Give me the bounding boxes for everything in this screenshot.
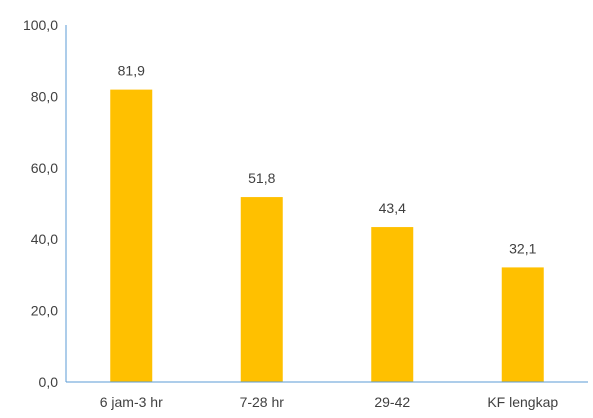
data-labels: 81,9 51,8 43,4 32,1	[118, 63, 537, 257]
y-tick-label: 0,0	[39, 374, 59, 390]
bar	[501, 267, 544, 382]
x-axis: 6 jam-3 hr 7-28 hr 29-42 KF lengkap	[66, 381, 588, 410]
y-tick-label: 60,0	[31, 160, 58, 176]
x-tick-label: 29-42	[374, 394, 410, 410]
y-tick-label: 80,0	[31, 88, 58, 104]
data-label: 43,4	[379, 200, 406, 216]
y-axis: 0,0 20,0 40,0 60,0 80,0 100,0	[23, 17, 67, 390]
bar	[110, 89, 153, 382]
data-label: 32,1	[509, 240, 536, 256]
bars	[110, 89, 544, 382]
x-tick-label: KF lengkap	[487, 394, 558, 410]
x-tick-label: 6 jam-3 hr	[100, 394, 163, 410]
data-label: 81,9	[118, 63, 145, 79]
bar	[240, 197, 283, 382]
y-tick-label: 40,0	[31, 231, 58, 247]
y-tick-label: 20,0	[31, 303, 58, 319]
data-label: 51,8	[248, 170, 275, 186]
y-tick-label: 100,0	[23, 17, 58, 33]
x-tick-label: 7-28 hr	[240, 394, 285, 410]
bar	[371, 227, 414, 382]
